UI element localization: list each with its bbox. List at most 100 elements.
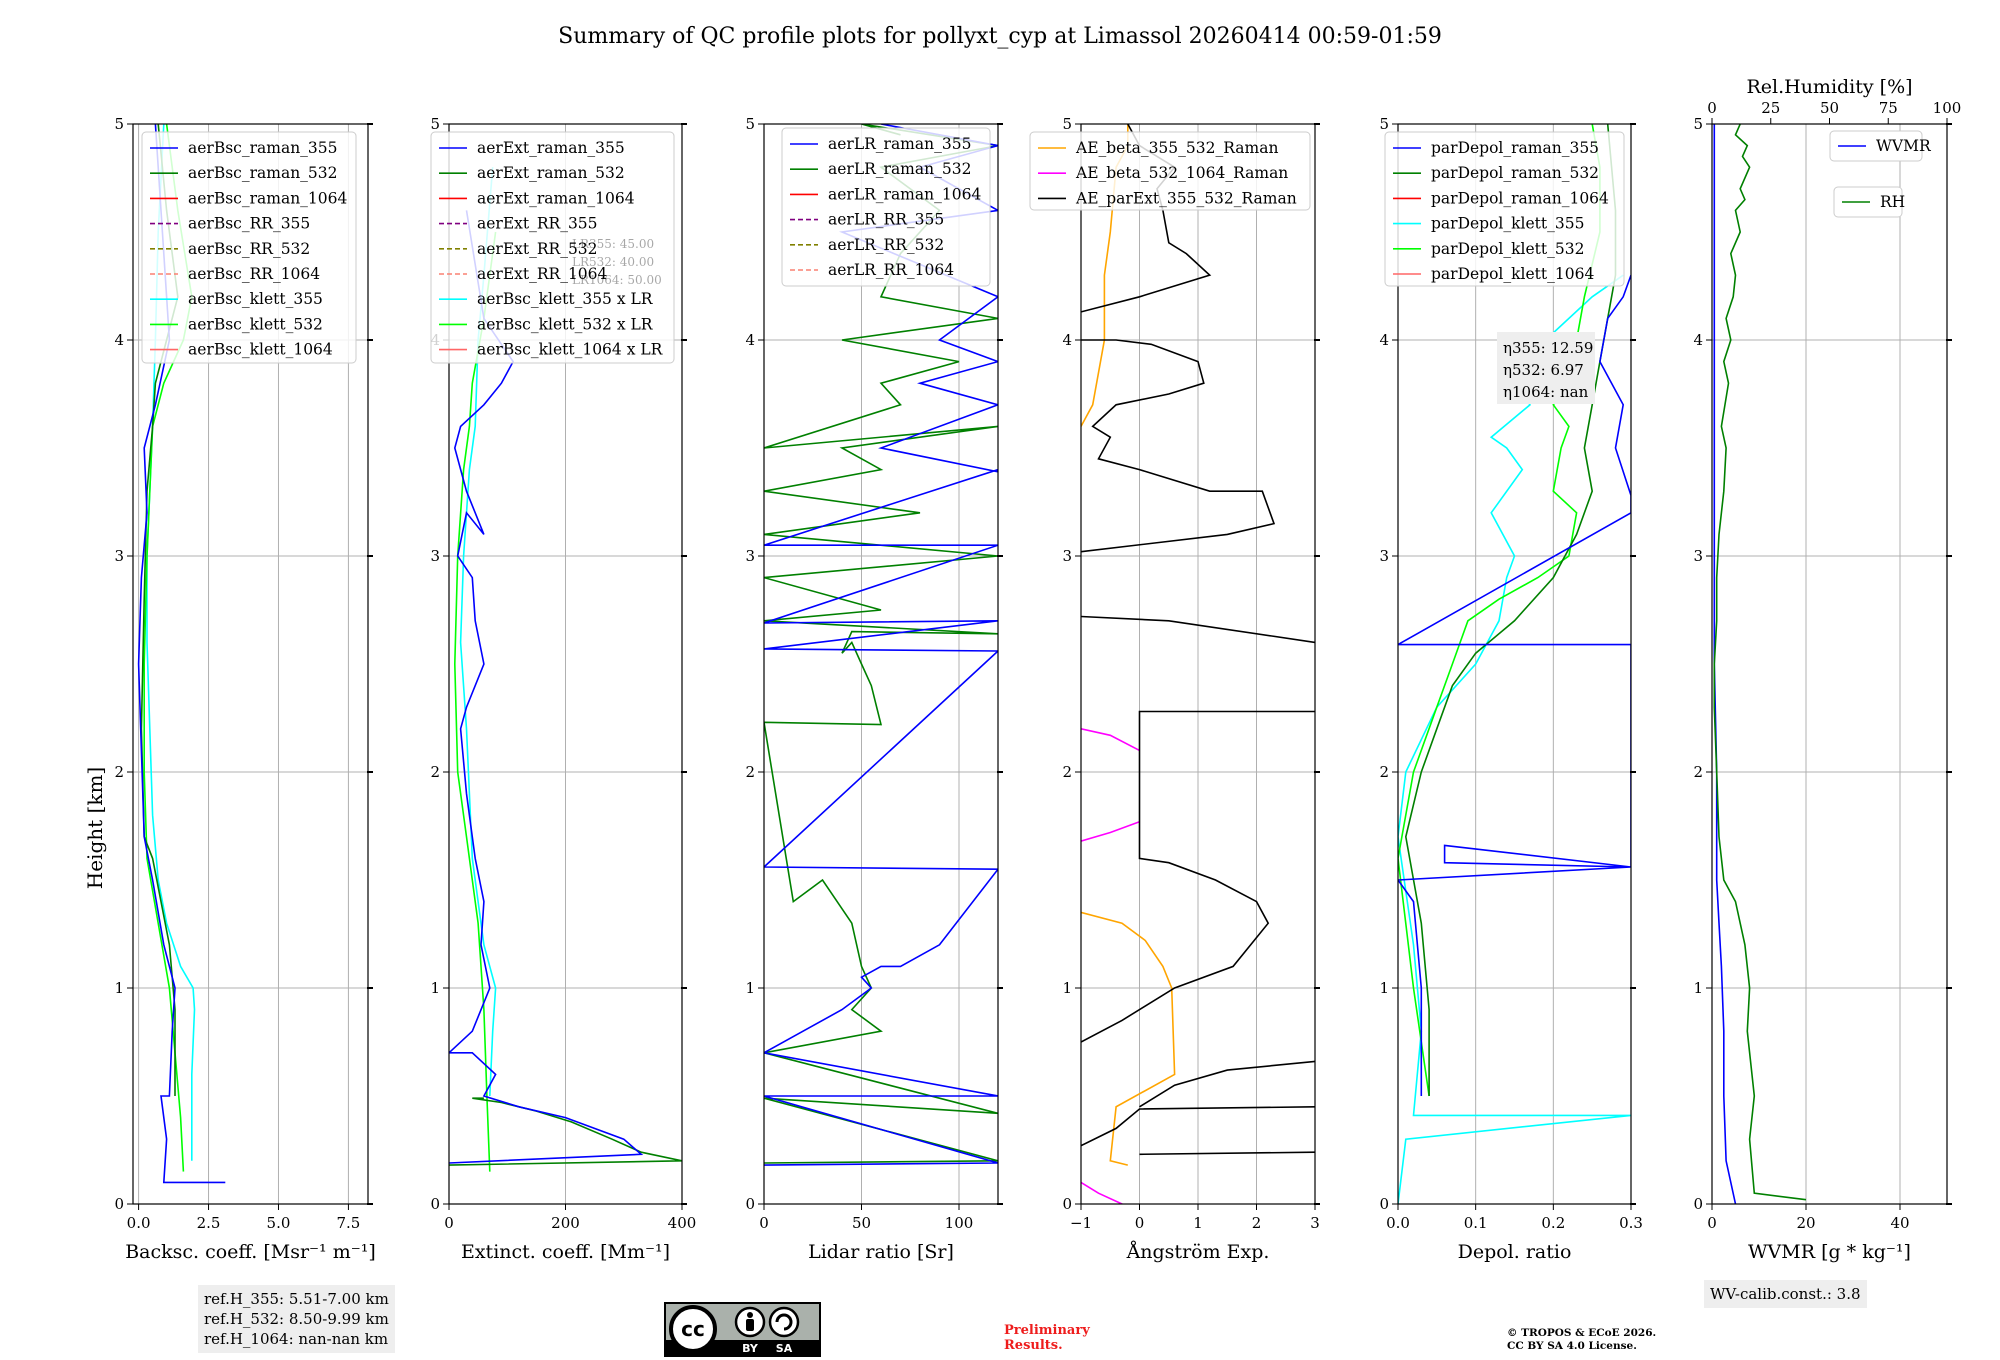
legend-label: parDepol_klett_1064 — [1431, 265, 1594, 283]
x-tick-label: 0.1 — [1464, 1214, 1488, 1232]
series-rh — [1713, 124, 1807, 1201]
y-tick-label: 4 — [745, 331, 755, 349]
legend-label: aerBsc_klett_355 x LR — [477, 290, 654, 308]
y-tick-label: 2 — [1693, 763, 1703, 781]
y-tick-label: 1 — [745, 979, 755, 997]
legend-label: RH — [1880, 193, 1905, 211]
x-tick-label: 0.2 — [1541, 1214, 1565, 1232]
legend-label: aerLR_raman_1064 — [828, 185, 981, 203]
x-tick-label: 0 — [1707, 1214, 1717, 1232]
x-tick-label: 200 — [551, 1214, 580, 1232]
legend-label: aerBsc_raman_1064 — [188, 189, 348, 207]
legend-label: parDepol_raman_355 — [1431, 139, 1599, 157]
legend-label: aerExt_raman_1064 — [477, 189, 635, 207]
series-pardepol-klett-532 — [1398, 124, 1601, 1097]
x-tick-label: 0 — [444, 1214, 454, 1232]
x-tick-label: 40 — [1890, 1214, 1909, 1232]
y-tick-label: 5 — [1693, 115, 1703, 133]
legend-label: aerExt_RR_355 — [477, 215, 598, 233]
axes-frame — [763, 123, 999, 1205]
x-tick-label: 50 — [852, 1214, 871, 1232]
series-group — [1398, 124, 1631, 1204]
figure-title: Summary of QC profile plots for pollyxt_… — [558, 24, 1442, 49]
x-tick-label: 3 — [1310, 1214, 1320, 1232]
x-tick-label: 1 — [1193, 1214, 1203, 1232]
y-tick-label: 2 — [1062, 763, 1072, 781]
top-x-tick-label: 25 — [1761, 99, 1780, 117]
cc-license-badge: cc BY SA — [664, 1302, 821, 1357]
legend-label: AE_beta_532_1064_Raman — [1075, 164, 1288, 182]
y-tick-label: 5 — [1062, 115, 1072, 133]
legend-label: aerBsc_klett_1064 x LR — [477, 341, 664, 359]
series-pardepol-raman-355 — [1398, 274, 1631, 1096]
legend-label: aerLR_RR_532 — [828, 236, 944, 254]
legend-box — [1384, 131, 1625, 287]
y-tick-label: 5 — [430, 115, 440, 133]
legend-label: aerExt_raman_532 — [477, 164, 625, 182]
series-ae-beta-532-1064-raman-upper- — [1081, 820, 1140, 842]
series-ae-parext-355-532-raman-seg5- — [1081, 615, 1315, 644]
top-x-tick-label: 100 — [1933, 99, 1962, 117]
y-tick-label: 3 — [1379, 547, 1389, 565]
top-x-tick-label: 0 — [1707, 99, 1717, 117]
ref-height-355: ref.H_355: 5.51-7.00 km — [204, 1290, 389, 1308]
x-tick-label: 0.3 — [1619, 1214, 1643, 1232]
eta-box — [1497, 332, 1595, 404]
top-x-tick-label: 50 — [1820, 99, 1839, 117]
x-tick-label: 0.0 — [1386, 1214, 1410, 1232]
y-tick-label: 0 — [1693, 1195, 1703, 1213]
y-tick-label: 1 — [114, 979, 124, 997]
cc-by-sa-logo: cc BY SA — [666, 1305, 819, 1355]
y-tick-label: 0 — [1379, 1195, 1389, 1213]
series-aerbsc-klett-532-x-lr — [453, 231, 497, 1172]
legend-label: aerLR_raman_355 — [828, 135, 971, 153]
series-aerbsc-raman-355 — [137, 124, 226, 1184]
series-ae-parext-355-532-raman-seg2- — [1139, 1151, 1315, 1156]
x-tick-label: 5.0 — [267, 1214, 291, 1232]
y-tick-label: 0 — [430, 1195, 440, 1213]
series-ae-parext-355-532-raman-seg4- — [1081, 710, 1315, 1043]
copyright-line-1: © TROPOS & ECoE 2026. — [1507, 1327, 1657, 1339]
y-tick-label: 3 — [1062, 547, 1072, 565]
series-ae-beta-355-532-raman — [1081, 911, 1176, 1166]
legend-label: aerBsc_klett_1064 — [188, 341, 333, 359]
legend-box — [141, 131, 357, 364]
x-axis-label: Lidar ratio [Sr] — [808, 1241, 954, 1263]
top-x-tick-label: 75 — [1879, 99, 1898, 117]
legend-label: parDepol_raman_1064 — [1431, 189, 1609, 207]
by-label: BY — [742, 1342, 759, 1355]
series-aerlr-raman-355 — [764, 124, 998, 1166]
legend-label: aerBsc_RR_1064 — [188, 265, 320, 283]
y-tick-label: 3 — [430, 547, 440, 565]
cc-logo-icon — [669, 1305, 717, 1353]
x-axis-label: Ångström Exp. — [1126, 1241, 1270, 1263]
series-wvmr — [1713, 124, 1737, 1204]
y-tick-label: 1 — [430, 979, 440, 997]
x-tick-label: 400 — [668, 1214, 697, 1232]
lr-annotation: LR532: 40.00 — [572, 255, 654, 269]
y-tick-label: 2 — [114, 763, 124, 781]
legend-label: parDepol_raman_532 — [1431, 164, 1599, 182]
legend-label: parDepol_klett_532 — [1431, 240, 1584, 258]
legend-label: AE_beta_355_532_Raman — [1075, 139, 1278, 157]
axes-frame — [1711, 123, 1948, 1205]
y-tick-label: 2 — [430, 763, 440, 781]
share-alike-icon — [768, 1306, 800, 1338]
preliminary-line-1: Preliminary — [1004, 1323, 1090, 1338]
y-tick-label: 1 — [1379, 979, 1389, 997]
legend-label: aerBsc_raman_355 — [188, 139, 338, 157]
y-tick-label: 0 — [114, 1195, 124, 1213]
copyright-notice: © TROPOS & ECoE 2026. CC BY SA 4.0 Licen… — [1507, 1327, 1656, 1353]
y-tick-label: 1 — [1062, 979, 1072, 997]
x-axis-label: Backsc. coeff. [Msr⁻¹ m⁻¹] — [125, 1241, 376, 1263]
y-tick-label: 2 — [745, 763, 755, 781]
legend-label: aerBsc_klett_532 — [188, 315, 323, 333]
x-axis-label: Extinct. coeff. [Mm⁻¹] — [461, 1241, 670, 1263]
y-axis-label: Height [km] — [83, 767, 107, 889]
preliminary-notice: Preliminary Results. — [1004, 1323, 1090, 1353]
y-tick-label: 5 — [745, 115, 755, 133]
legend-label: aerExt_raman_355 — [477, 139, 625, 157]
y-tick-label: 0 — [1062, 1195, 1072, 1213]
